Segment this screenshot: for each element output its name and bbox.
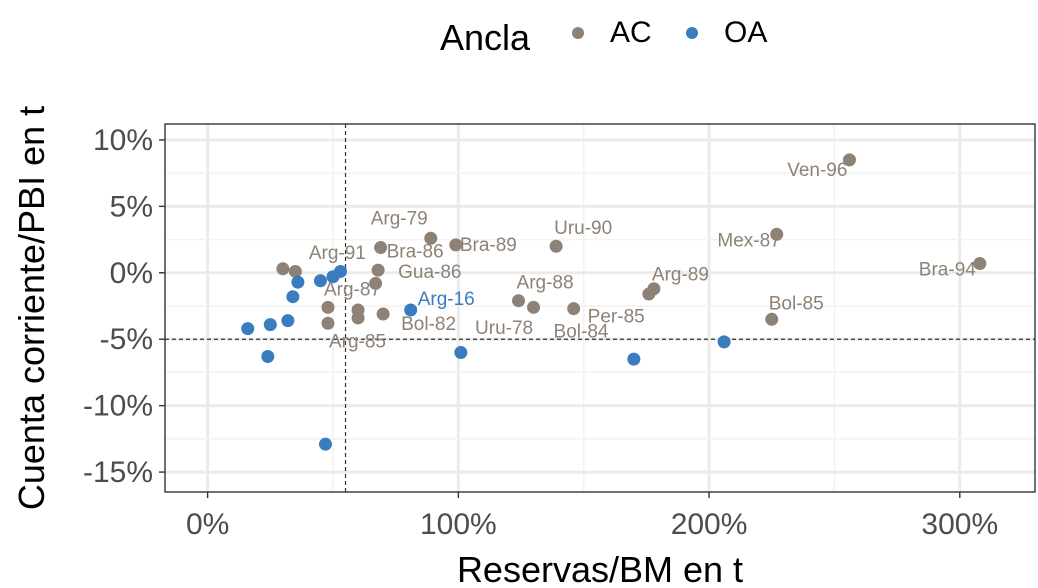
- data-point-oa: [627, 352, 641, 366]
- x-axis: 0% 100% 200% 300%: [186, 492, 998, 541]
- grid: [165, 124, 1035, 492]
- data-point-oa: [334, 264, 348, 278]
- data-point-ac: [567, 302, 581, 316]
- data-point-ac: [770, 227, 784, 241]
- data-point-ac: [276, 262, 290, 276]
- data-point-oa: [454, 346, 468, 360]
- data-point-ac: [321, 316, 335, 330]
- data-point-oa: [286, 290, 300, 304]
- y-tick-label: -5%: [100, 323, 153, 356]
- point-label: Arg-79: [371, 208, 428, 229]
- data-point-ac: [371, 263, 385, 277]
- data-point-ac: [369, 276, 383, 290]
- point-label: Arg-85: [329, 331, 386, 352]
- data-point-oa: [241, 322, 255, 336]
- y-tick-label: 0%: [110, 257, 153, 290]
- point-label: Bra-86: [387, 242, 444, 263]
- point-label: Arg-89: [652, 265, 709, 286]
- point-label: Bol-82: [401, 314, 456, 335]
- data-points: [241, 153, 987, 451]
- data-point-ac: [842, 153, 856, 167]
- point-label: Bol-85: [769, 293, 824, 314]
- y-tick-label: 5%: [110, 190, 153, 223]
- point-label: Uru-90: [554, 218, 612, 239]
- legend-label-oa: OA: [724, 16, 767, 49]
- point-label: Bol-84: [554, 321, 609, 342]
- panel-border: [164, 123, 1036, 493]
- point-labels: Ven-96Bra-94Mex-87Bol-85Arg-89Per-85Bol-…: [309, 160, 976, 352]
- point-label: Uru-78: [475, 318, 533, 339]
- x-tick-label: 200%: [671, 508, 748, 541]
- data-point-oa: [261, 349, 275, 363]
- point-label: Bra-94: [919, 259, 976, 280]
- x-tick-label: 100%: [420, 508, 497, 541]
- data-point-ac: [765, 312, 779, 326]
- data-point-oa: [281, 314, 295, 328]
- data-point-ac: [321, 300, 335, 314]
- x-tick-label: 300%: [921, 508, 998, 541]
- data-point-oa: [717, 335, 731, 349]
- data-point-oa: [291, 275, 305, 289]
- point-label: Per-85: [588, 307, 645, 328]
- legend-label-ac: AC: [610, 16, 652, 49]
- data-point-ac: [512, 294, 526, 308]
- point-label: Mex-87: [717, 230, 780, 251]
- y-tick-label: 10%: [93, 124, 153, 157]
- data-point-ac: [424, 231, 438, 245]
- point-label: Arg-16: [418, 289, 475, 310]
- y-axis: 10% 5% 0% -5% -10% -15%: [83, 124, 165, 489]
- x-tick-label: 0%: [186, 508, 229, 541]
- point-label: Arg-87: [324, 279, 381, 300]
- data-point-ac: [449, 238, 463, 252]
- data-point-oa: [263, 318, 277, 332]
- y-tick-label: -15%: [83, 456, 153, 489]
- y-tick-label: -10%: [83, 390, 153, 423]
- x-axis-title: Reservas/BM en t: [457, 549, 743, 588]
- reference-lines: [165, 124, 1035, 492]
- data-point-ac: [374, 241, 388, 255]
- data-point-oa: [313, 274, 327, 288]
- data-point-ac: [376, 307, 390, 321]
- data-point-ac: [288, 264, 302, 278]
- legend-title: Ancla: [440, 17, 531, 58]
- point-label: Arg-91: [309, 243, 366, 264]
- point-label: Gua-86: [398, 262, 461, 283]
- data-point-ac: [351, 311, 365, 325]
- data-point-ac: [549, 239, 563, 253]
- y-axis-title: Cuenta corriente/PBI en t: [11, 106, 52, 510]
- legend-key-ac: [572, 27, 584, 39]
- data-point-ac: [973, 256, 987, 270]
- data-point-oa: [404, 303, 418, 317]
- point-label: Ven-96: [787, 160, 847, 181]
- legend: Ancla AC OA: [440, 16, 767, 58]
- data-point-ac: [642, 287, 656, 301]
- data-point-ac: [527, 300, 541, 314]
- data-point-oa: [318, 437, 332, 451]
- point-label: Arg-88: [517, 273, 574, 294]
- point-label: Bra-89: [460, 235, 517, 256]
- legend-key-oa: [686, 27, 698, 39]
